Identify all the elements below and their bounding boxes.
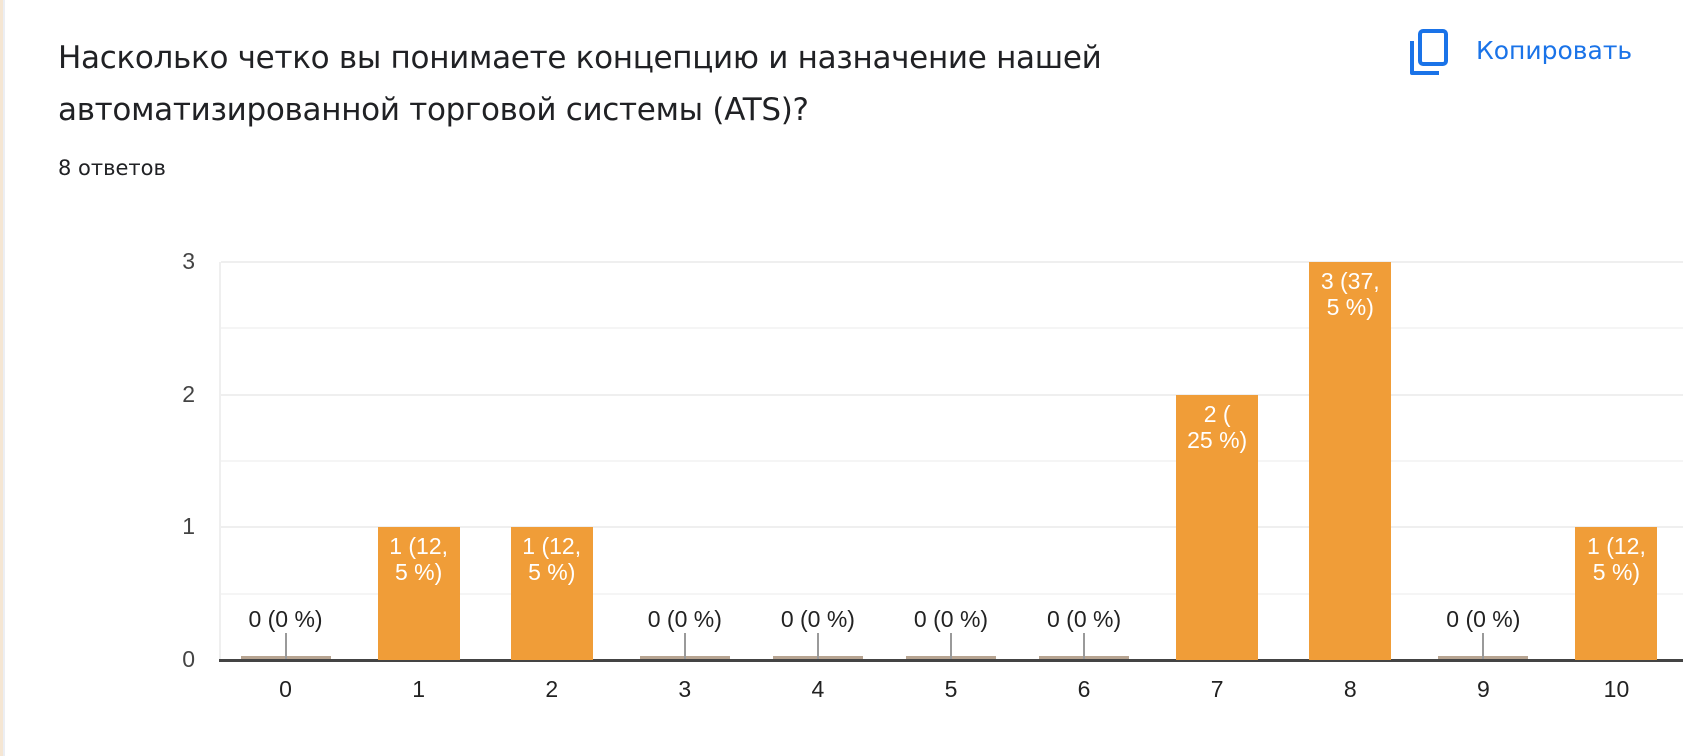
card-left-border-inner	[3, 0, 5, 756]
bar[interactable]: 1 (12, 5 %)	[510, 527, 593, 660]
question-title: Насколько четко вы понимаете концепцию и…	[58, 40, 1102, 128]
minor-gridline	[221, 460, 1683, 462]
bar-data-label: 1 (12, 5 %)	[522, 533, 582, 586]
x-axis-tick-label: 3	[678, 676, 692, 702]
x-axis-tick-label: 7	[1210, 676, 1224, 702]
label-leader-line	[816, 633, 819, 659]
bar[interactable]: 2 ( 25 %)	[1176, 394, 1259, 660]
bar-data-label: 0 (0 %)	[647, 606, 722, 632]
x-axis-tick-label: 0	[279, 676, 292, 702]
minor-gridline	[221, 592, 1683, 595]
bar[interactable]: 1 (12, 5 %)	[377, 527, 460, 660]
bar-data-label: 3 (37, 5 %)	[1320, 268, 1380, 320]
x-axis-tick-label: 10	[1603, 676, 1630, 702]
plot-area	[219, 261, 1683, 660]
bar-data-label: 2 ( 25 %)	[1187, 400, 1248, 453]
x-axis-tick-label: 2	[545, 676, 559, 702]
label-leader-line	[1083, 633, 1086, 659]
label-leader-line	[284, 633, 287, 659]
x-axis-tick-label: 5	[944, 676, 958, 702]
minor-gridline	[221, 327, 1683, 330]
x-axis-line	[219, 659, 1683, 662]
x-axis-tick-label: 8	[1343, 676, 1357, 702]
label-leader-line	[950, 633, 952, 659]
bar-data-label: 0 (0 %)	[1047, 606, 1122, 632]
y-axis-tick-label: 0	[182, 646, 195, 672]
y-axis-tick-label: 2	[182, 380, 195, 407]
bar-data-label: 0 (0 %)	[780, 606, 855, 632]
x-axis-tick-label: 4	[811, 676, 825, 702]
bar-data-label: 1 (12, 5 %)	[1587, 533, 1646, 586]
bar-data-label: 1 (12, 5 %)	[389, 533, 449, 586]
copy-button-label: Копировать	[1476, 35, 1633, 65]
bar[interactable]: 3 (37, 5 %)	[1309, 262, 1392, 660]
x-axis-tick-label: 1	[412, 676, 426, 702]
response-count: 8 ответов	[58, 156, 166, 180]
y-axis-tick-label: 1	[182, 513, 195, 540]
x-axis-tick-label: 9	[1476, 676, 1490, 702]
gridline	[221, 261, 1683, 263]
copy-button[interactable]: Копировать	[1396, 22, 1640, 78]
x-axis-tick-label: 6	[1077, 676, 1091, 702]
y-axis-tick-label: 3	[182, 248, 195, 274]
copy-icon	[1404, 25, 1448, 75]
gridline	[221, 393, 1683, 396]
bar-data-label: 0 (0 %)	[1446, 606, 1521, 632]
label-leader-line	[1482, 633, 1485, 659]
gridline	[221, 526, 1683, 529]
card-left-border	[0, 0, 3, 756]
label-leader-line	[683, 633, 686, 659]
bar-data-label: 0 (0 %)	[913, 606, 989, 632]
bar[interactable]: 1 (12, 5 %)	[1575, 527, 1658, 660]
bar-data-label: 0 (0 %)	[248, 606, 323, 632]
